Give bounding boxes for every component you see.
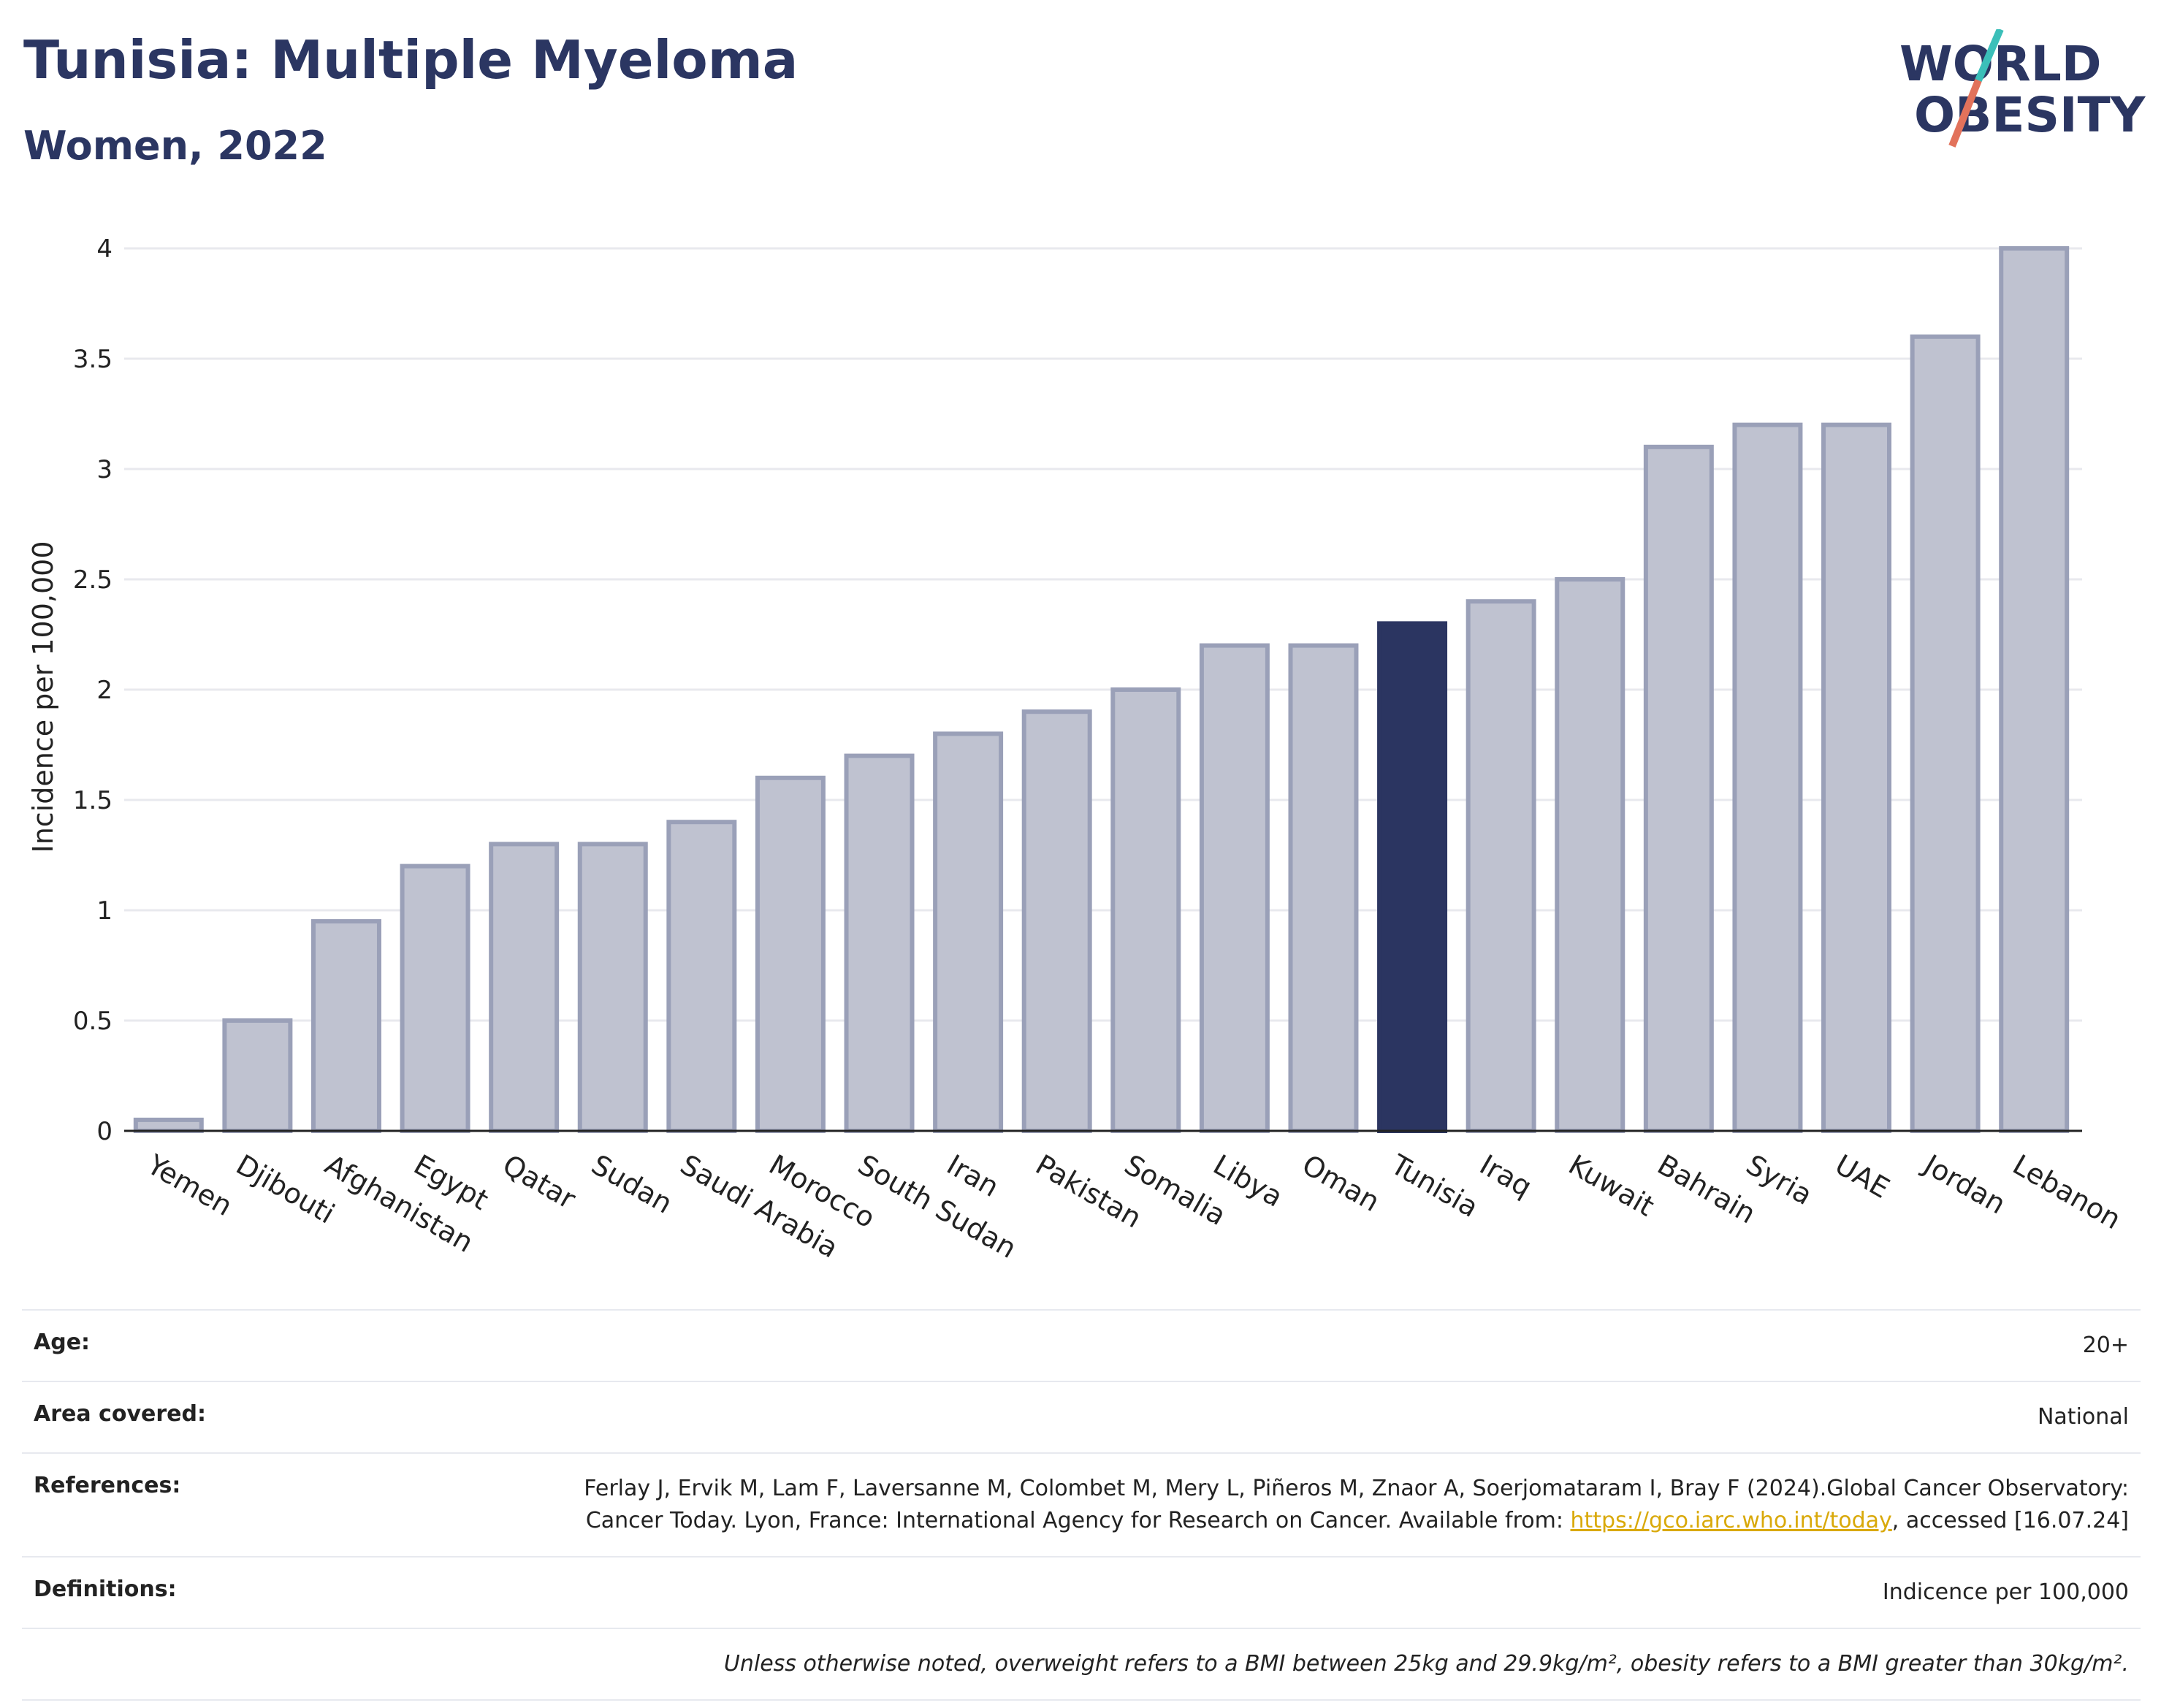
y-axis-label: Incidence per 100,000 — [27, 541, 59, 853]
bar-syria — [1732, 422, 1803, 1133]
bar-libya — [1199, 643, 1270, 1133]
bar-sudan — [577, 842, 648, 1134]
bmi-note: Unless otherwise noted, overweight refer… — [723, 1651, 2129, 1677]
y-tick-label: 1.5 — [73, 786, 113, 815]
info-row-definitions: Definitions: Indicence per 100,000 — [22, 1556, 2141, 1628]
logo-line1: WORLD — [1899, 36, 2102, 92]
info-row-age: Age: 20+ — [22, 1309, 2141, 1381]
bars — [133, 246, 2070, 1134]
info-row-area: Area covered: National — [22, 1381, 2141, 1452]
x-tick-label: Yemen — [141, 1148, 237, 1222]
bar-chart: 0 0.5 1 1.5 2 2.5 3 3.5 4 YemenDjiboutiAfghanist… — [27, 235, 2127, 1265]
bar-uae — [1821, 422, 1892, 1133]
references-value: Ferlay J, Ervik M, Lam F, Laversanne M, … — [522, 1473, 2129, 1537]
bar-qatar — [489, 842, 560, 1134]
bar-tunisia — [1377, 621, 1448, 1133]
age-label: Age: — [34, 1330, 91, 1355]
x-tick-label: UAE — [1830, 1148, 1895, 1205]
bar-pakistan — [1021, 709, 1092, 1133]
bar-iran — [933, 731, 1004, 1133]
logo-line2: OBESITY — [1914, 87, 2146, 143]
x-tick-label: Oman — [1297, 1148, 1385, 1218]
bar-south-sudan — [844, 753, 915, 1133]
world-obesity-logo: WORLD OBESITY — [1899, 29, 2146, 148]
bar-afghanistan — [310, 919, 381, 1133]
references-text-2: , accessed [16.07.24] — [1891, 1508, 2129, 1533]
x-tick-label: Qatar — [498, 1148, 582, 1216]
x-tick-label: Afghanistan — [319, 1148, 479, 1259]
page-subtitle: Women, 2022 — [23, 123, 327, 169]
x-tick-label: Bahrain — [1652, 1148, 1761, 1230]
age-value: 20+ — [2082, 1333, 2129, 1358]
area-value: National — [2037, 1404, 2129, 1430]
bar-oman — [1288, 643, 1359, 1133]
bar-djibouti — [222, 1018, 293, 1133]
page-title: Tunisia: Multiple Myeloma — [23, 29, 799, 91]
info-row-note: Unless otherwise noted, overweight refer… — [22, 1628, 2141, 1701]
y-tick-label: 4 — [96, 235, 113, 264]
y-tick-label: 3 — [96, 455, 113, 484]
y-tick-label: 1 — [96, 896, 113, 926]
y-tick-label: 2 — [96, 676, 113, 705]
references-link[interactable]: https://gco.iarc.who.int/today — [1570, 1508, 1892, 1533]
bar-jordan — [1910, 334, 1981, 1133]
definitions-value: Indicence per 100,000 — [1882, 1579, 2129, 1605]
x-tick-label: Tunisia — [1385, 1148, 1484, 1224]
x-tick-label: Jordan — [1917, 1148, 2011, 1221]
references-label: References: — [34, 1473, 181, 1498]
references-text-1: Ferlay J, Ervik M, Lam F, Laversanne M, … — [584, 1476, 2129, 1533]
definitions-label: Definitions: — [34, 1577, 177, 1602]
x-tick-label: Lebanon — [2008, 1148, 2127, 1235]
bar-iraq — [1466, 599, 1536, 1133]
bar-egypt — [400, 863, 470, 1133]
bar-saudi-arabia — [666, 820, 737, 1133]
x-tick-label: Djibouti — [231, 1148, 340, 1230]
bar-bahrain — [1643, 444, 1714, 1133]
bar-lebanon — [1999, 246, 2070, 1133]
y-tick-labels: 0 0.5 1 1.5 2 2.5 3 3.5 4 — [73, 235, 113, 1146]
x-tick-label: Sudan — [586, 1148, 678, 1220]
info-table: Age: 20+ Area covered: National Referenc… — [22, 1309, 2141, 1701]
y-tick-label: 3.5 — [73, 345, 113, 374]
bar-yemen — [133, 1117, 204, 1134]
y-tick-label: 0 — [96, 1117, 113, 1146]
y-tick-label: 2.5 — [73, 565, 113, 595]
info-row-references: References: Ferlay J, Ervik M, Lam F, La… — [22, 1452, 2141, 1556]
bar-somalia — [1110, 687, 1181, 1133]
logo-slash-bottom — [1948, 79, 1982, 148]
area-label: Area covered: — [34, 1401, 206, 1427]
bar-kuwait — [1555, 577, 1625, 1133]
logo-slash-top — [1975, 29, 2004, 82]
y-tick-label: 0.5 — [73, 1007, 113, 1036]
x-tick-label: Kuwait — [1563, 1148, 1660, 1223]
bar-morocco — [755, 775, 826, 1134]
